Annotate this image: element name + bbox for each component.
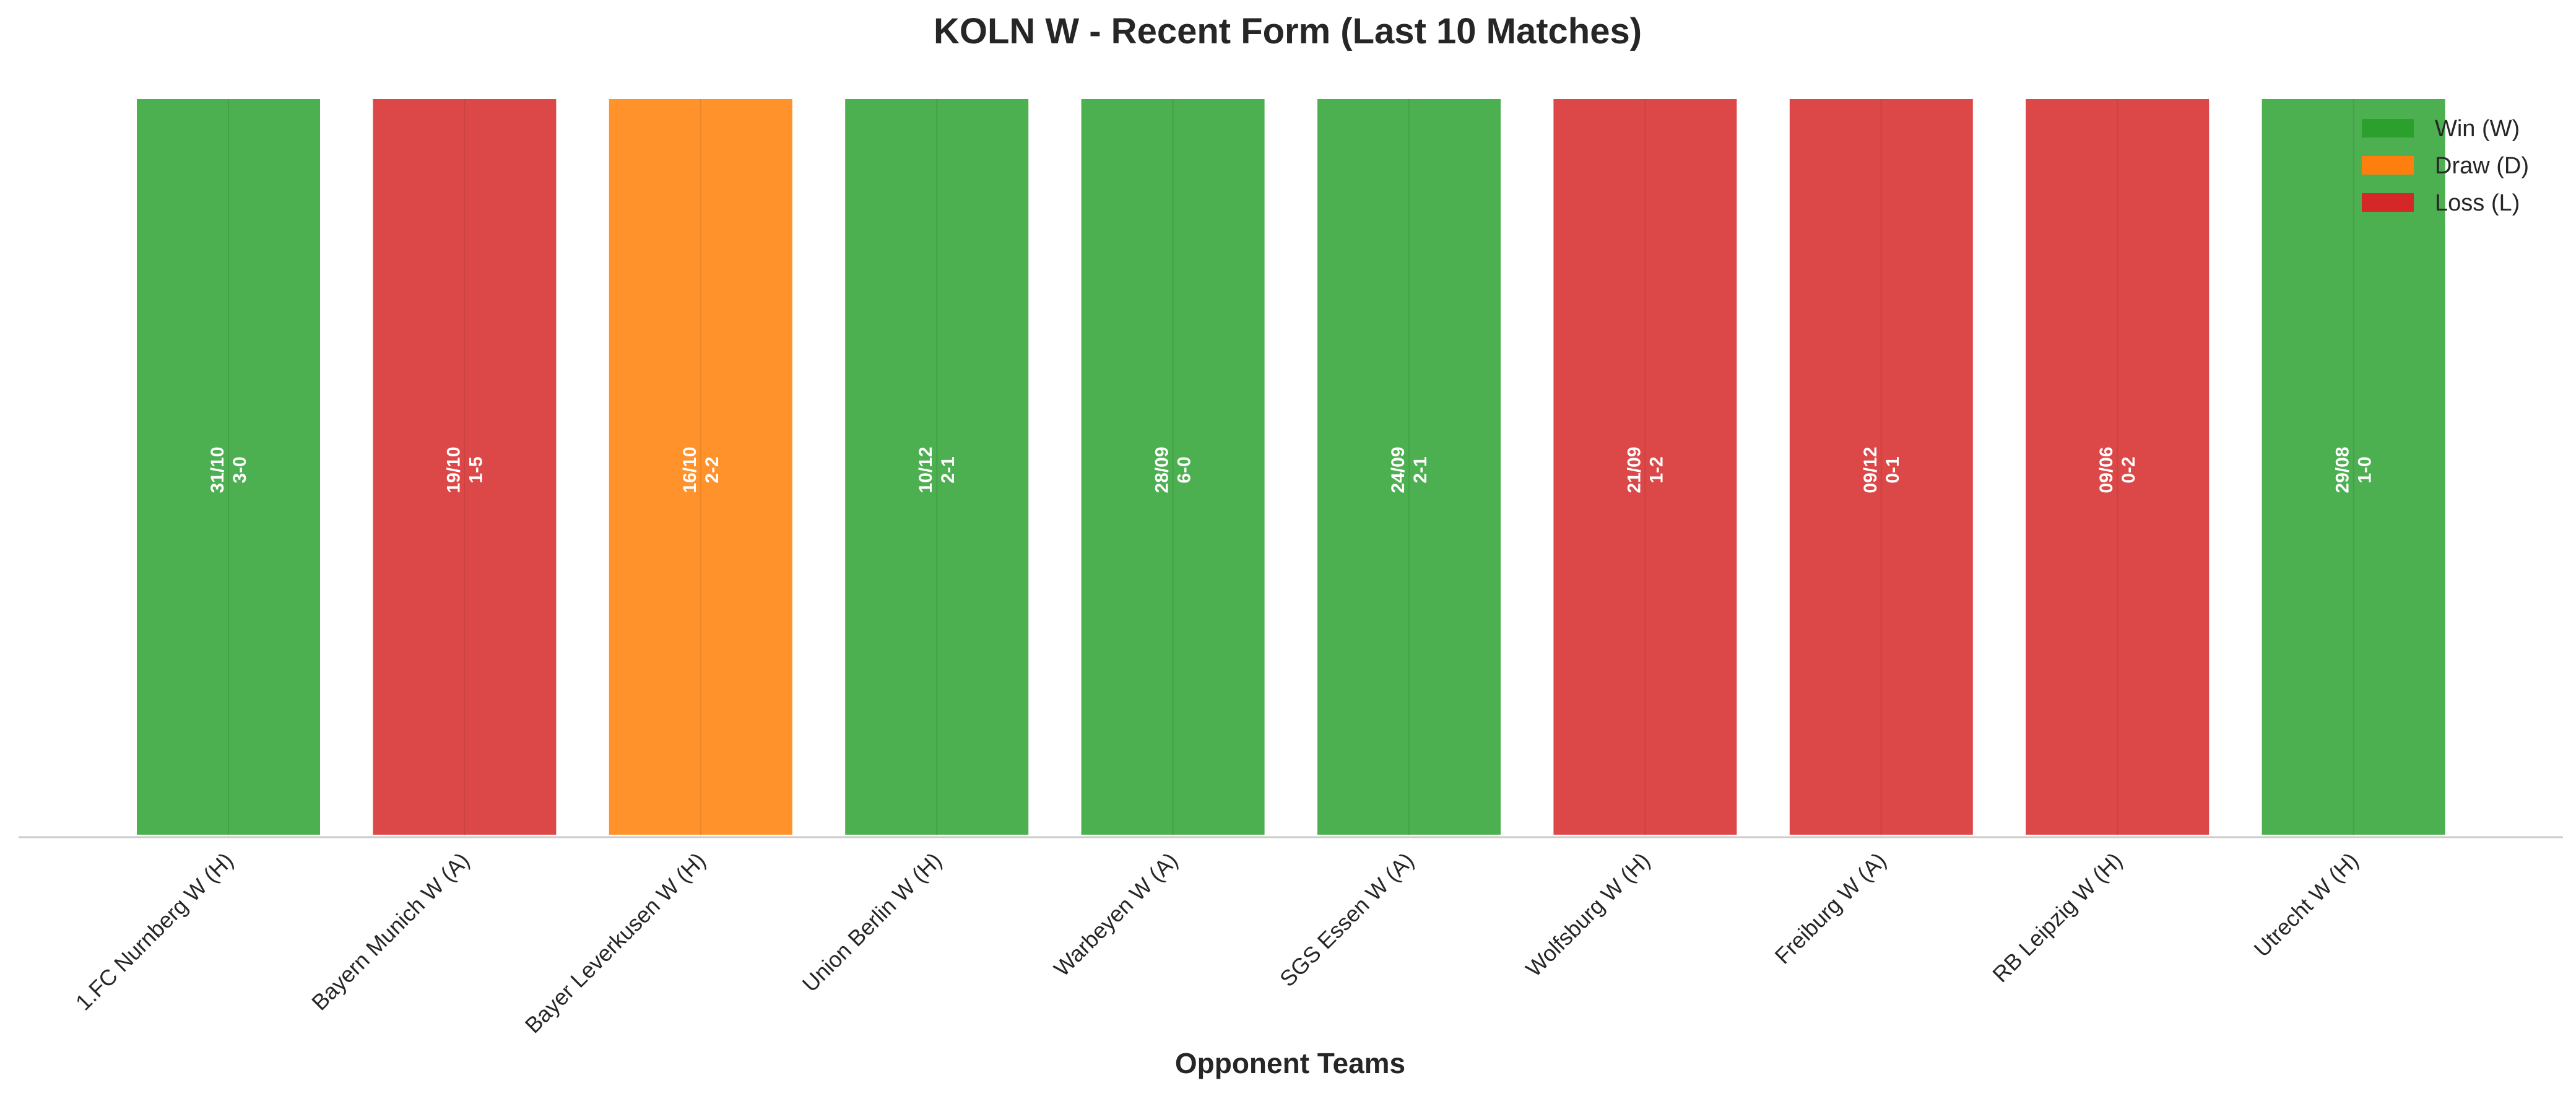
bar xyxy=(370,97,559,837)
x-tick-label: Wolfsburg W (H) xyxy=(1520,848,1655,982)
bar xyxy=(1551,97,1740,837)
x-tick-label: Utrecht W (H) xyxy=(2249,848,2364,962)
bars-layer: 31/10 3-0 19/10 1-5 16/10 2-2 10/12 2-1 28/09 6-0… xyxy=(134,97,2448,837)
legend-swatch xyxy=(2362,119,2414,137)
legend-swatch xyxy=(2362,193,2414,212)
bar-score-label: 0-1 xyxy=(1883,456,1903,483)
x-tick-label: Bayer Leverkusen W (H) xyxy=(520,848,711,1038)
bar-group: 24/09 2-1 xyxy=(1315,97,1503,837)
bar xyxy=(2023,97,2212,837)
bar-label: 31/10 3-0 xyxy=(207,446,250,493)
bar-date-label: 09/12 xyxy=(1860,446,1881,493)
bar xyxy=(1078,97,1267,837)
bar-group: 09/12 0-1 xyxy=(1787,97,1975,837)
x-axis-label: Opponent Teams xyxy=(1175,1047,1405,1079)
legend-label: Draw (D) xyxy=(2435,153,2529,179)
x-tick-label: Bayern Munich W (A) xyxy=(306,848,474,1016)
bar-label: 10/12 2-1 xyxy=(916,446,958,493)
bar-group: 21/09 1-2 xyxy=(1551,97,1740,837)
bar-label: 16/10 2-2 xyxy=(680,446,722,493)
bar xyxy=(1315,97,1503,837)
bar-score-label: 6-0 xyxy=(1174,456,1195,483)
bar-group: 09/06 0-2 xyxy=(2023,97,2212,837)
bar-label: 21/09 1-2 xyxy=(1624,446,1667,493)
bar-label: 09/12 0-1 xyxy=(1860,446,1903,493)
bar-date-label: 24/09 xyxy=(1388,446,1408,493)
bar-label: 24/09 2-1 xyxy=(1388,446,1431,493)
bar-score-label: 1-5 xyxy=(466,456,486,483)
bar-date-label: 19/10 xyxy=(443,446,464,493)
bar-group: 10/12 2-1 xyxy=(843,97,1031,837)
bar-group: 28/09 6-0 xyxy=(1078,97,1267,837)
bar-label: 19/10 1-5 xyxy=(443,446,486,493)
bar-group: 16/10 2-2 xyxy=(606,97,795,837)
bar xyxy=(134,97,323,837)
bar-score-label: 3-0 xyxy=(230,456,250,483)
legend: Win (W) Draw (D) Loss (L) xyxy=(2362,116,2529,216)
x-tick-label: Union Berlin W (H) xyxy=(797,848,947,997)
bar-date-label: 29/08 xyxy=(2333,446,2353,493)
x-tick-labels: 1.FC Nurnberg W (H) Bayern Munich W (A) Ba… xyxy=(71,848,2363,1038)
x-tick-label: SGS Essen W (A) xyxy=(1275,848,1419,992)
x-tick-label: Warbeyen W (A) xyxy=(1049,848,1182,981)
bar-score-label: 2-1 xyxy=(938,456,958,483)
bar-date-label: 28/09 xyxy=(1152,446,1173,493)
legend-label: Loss (L) xyxy=(2435,190,2520,216)
bar-score-label: 2-2 xyxy=(702,456,722,483)
bar xyxy=(2259,97,2448,837)
bar-label: 09/06 0-2 xyxy=(2096,446,2139,493)
legend-entry: Draw (D) xyxy=(2362,153,2529,179)
x-tick-label: Freiburg W (A) xyxy=(1770,848,1891,969)
bar-date-label: 31/10 xyxy=(207,446,228,493)
bar-score-label: 0-2 xyxy=(2118,456,2139,483)
legend-entry: Win (W) xyxy=(2362,116,2520,142)
bar-date-label: 09/06 xyxy=(2096,446,2117,493)
bar xyxy=(1787,97,1975,837)
legend-label: Win (W) xyxy=(2435,116,2520,142)
bar-score-label: 2-1 xyxy=(1410,456,1431,483)
bar-label: 29/08 1-0 xyxy=(2333,446,2375,493)
x-tick-label: RB Leipzig W (H) xyxy=(1987,848,2127,988)
legend-swatch xyxy=(2362,156,2414,175)
bar-score-label: 1-0 xyxy=(2355,456,2375,483)
bar-label: 28/09 6-0 xyxy=(1152,446,1195,493)
x-tick-label: 1.FC Nurnberg W (H) xyxy=(71,848,238,1016)
bar-group: 31/10 3-0 xyxy=(134,97,323,837)
bar-date-label: 10/12 xyxy=(916,446,936,493)
bar-date-label: 21/09 xyxy=(1624,446,1644,493)
bar-date-label: 16/10 xyxy=(680,446,700,493)
bar xyxy=(843,97,1031,837)
bar-score-label: 1-2 xyxy=(1646,456,1667,483)
bar-group: 19/10 1-5 xyxy=(370,97,559,837)
bar xyxy=(606,97,795,837)
chart-title: KOLN W - Recent Form (Last 10 Matches) xyxy=(934,11,1642,51)
legend-entry: Loss (L) xyxy=(2362,190,2520,216)
bar-group: 29/08 1-0 xyxy=(2259,97,2448,837)
